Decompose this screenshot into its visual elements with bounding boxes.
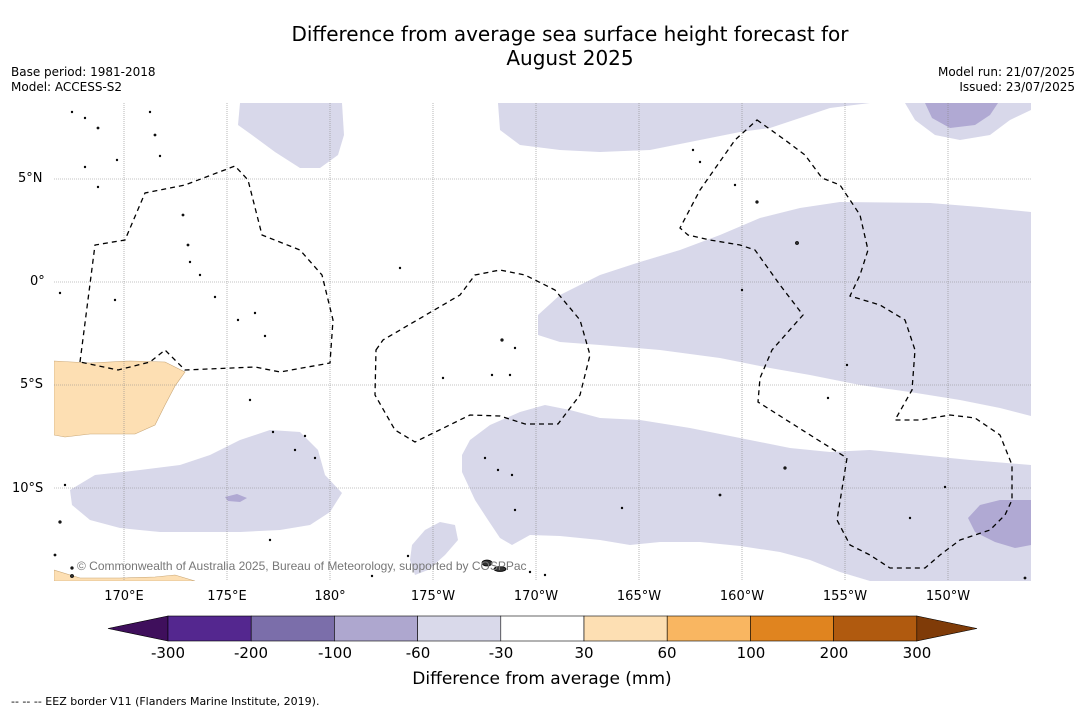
colorbar-segment bbox=[167, 615, 252, 642]
lon-label: 150°W bbox=[925, 589, 971, 604]
base-period: Base period: 1981-2018 bbox=[11, 65, 156, 79]
copyright-text: © Commonwealth of Australia 2025, Bureau… bbox=[77, 559, 527, 573]
anomaly-region-south-center bbox=[462, 405, 1031, 581]
colorbar-tick: 200 bbox=[819, 644, 849, 662]
anomaly-region-east-equator bbox=[538, 202, 1031, 416]
colorbar-title: Difference from average (mm) bbox=[412, 669, 672, 689]
colorbar-segment bbox=[417, 615, 502, 642]
colorbar-tick: -30 bbox=[488, 644, 514, 662]
lon-label: 175°E bbox=[207, 589, 247, 604]
anomaly-region-northeast-strong bbox=[925, 103, 998, 128]
meta-right: Model run: 21/07/2025 Issued: 23/07/2025 bbox=[938, 65, 1075, 95]
colorbar-tick: 30 bbox=[574, 644, 594, 662]
positive-anomaly-region-west bbox=[54, 360, 186, 438]
colorbar-tick: 300 bbox=[902, 644, 932, 662]
colorbar-segment bbox=[250, 615, 335, 642]
model-run: Model run: 21/07/2025 bbox=[937, 65, 1075, 79]
colorbar-tick: -200 bbox=[233, 644, 269, 662]
colorbar-segment bbox=[500, 615, 585, 642]
lon-label: 175°W bbox=[410, 589, 456, 604]
positive-anomaly-region-southwest bbox=[54, 569, 196, 581]
colorbar-tick: 100 bbox=[736, 644, 766, 662]
anomaly-region-southeast-strong bbox=[968, 500, 1031, 548]
colorbar bbox=[107, 615, 978, 642]
colorbar-segment bbox=[583, 615, 668, 642]
anomaly-region-south-patch bbox=[410, 522, 458, 575]
lon-label: 180° bbox=[314, 589, 346, 604]
model-name: Model: ACCESS-S2 bbox=[11, 80, 123, 94]
eez-footnote: -- -- -- EEZ border V11 (Flanders Marine… bbox=[11, 695, 320, 708]
eez-borders bbox=[79, 119, 1013, 569]
anomaly-region-north-center bbox=[238, 103, 344, 168]
colorbar-segment bbox=[750, 615, 834, 642]
colorbar-tick: 60 bbox=[657, 644, 677, 662]
islands bbox=[53, 110, 1027, 580]
anomaly-region-southwest-small bbox=[225, 494, 247, 502]
colorbar-extend-min bbox=[107, 615, 169, 642]
colorbar-tick: -100 bbox=[317, 644, 353, 662]
lat-label: 0° bbox=[30, 274, 45, 289]
lon-label: 170°E bbox=[104, 589, 144, 604]
colorbar-segment bbox=[334, 615, 418, 642]
title-line-2: August 2025 bbox=[506, 46, 634, 70]
lat-label: 5°N bbox=[18, 171, 43, 186]
meta-left: Base period: 1981-2018 Model: ACCESS-S2 bbox=[11, 65, 156, 95]
map-area bbox=[53, 103, 1031, 581]
lon-label: 170°W bbox=[513, 589, 559, 604]
gridlines bbox=[54, 103, 1031, 581]
map-title: Difference from average sea surface heig… bbox=[0, 22, 1085, 70]
lon-label: 160°W bbox=[719, 589, 765, 604]
lat-label: 10°S bbox=[12, 481, 44, 496]
issued-date: Issued: 23/07/2025 bbox=[959, 80, 1075, 94]
anomaly-region-north-band bbox=[498, 103, 870, 152]
colorbar-tick: -60 bbox=[405, 644, 431, 662]
colorbar-segment bbox=[833, 615, 918, 642]
colorbar-segment bbox=[666, 615, 751, 642]
anomaly-region-southwest bbox=[70, 430, 342, 532]
title-line-1: Difference from average sea surface heig… bbox=[291, 22, 849, 46]
lon-label: 165°W bbox=[616, 589, 662, 604]
lat-label: 5°S bbox=[20, 377, 44, 392]
colorbar-tick: -300 bbox=[150, 644, 186, 662]
lon-label: 155°W bbox=[822, 589, 868, 604]
colorbar-extend-max bbox=[916, 615, 978, 642]
